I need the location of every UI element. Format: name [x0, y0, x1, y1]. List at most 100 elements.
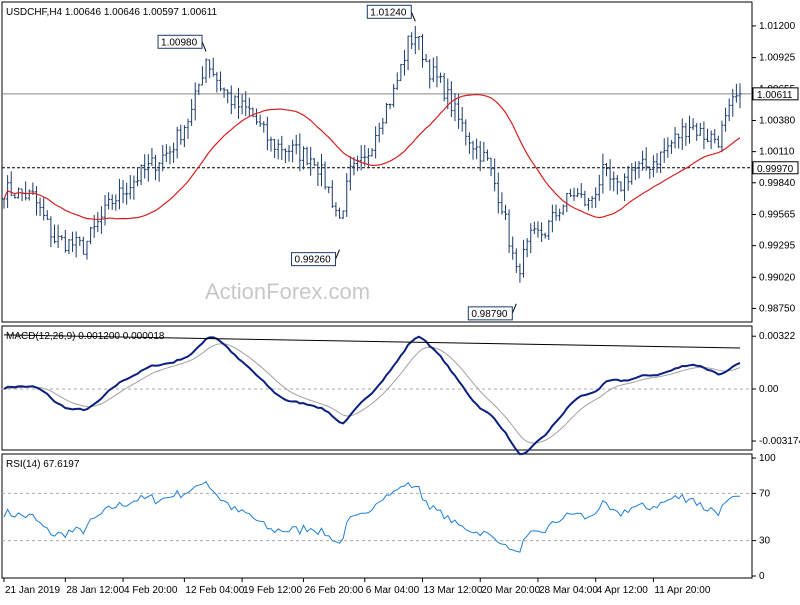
price-bar	[78, 236, 82, 246]
price-bar	[121, 180, 125, 204]
price-axis-label: 0.99840	[759, 178, 796, 189]
price-axis-label: 1.00110	[759, 147, 795, 158]
price-bar	[204, 58, 208, 83]
price-bar	[175, 126, 179, 159]
price-bar	[734, 83, 738, 103]
price-bar	[626, 165, 630, 191]
price-bar	[280, 135, 284, 160]
price-bar	[547, 219, 551, 241]
price-bar	[467, 132, 471, 154]
price-bar	[615, 175, 619, 195]
price-axis-label: 0.99020	[759, 272, 796, 283]
price-bar	[359, 145, 363, 171]
price-bar	[262, 121, 266, 133]
price-bar	[265, 116, 269, 151]
price-axis-label: 1.00925	[759, 53, 796, 64]
price-bar	[561, 204, 565, 215]
price-bar	[439, 72, 443, 83]
price-bar	[489, 157, 493, 177]
price-pane	[1, 1, 753, 323]
price-bar	[601, 153, 605, 194]
last-price-label: 1.00611	[757, 90, 793, 101]
price-annotation: 0.99260	[291, 249, 340, 267]
price-bar	[193, 82, 197, 121]
price-bar	[590, 195, 594, 209]
price-bar	[143, 154, 147, 179]
price-bar	[312, 158, 316, 166]
price-title: USDCHF,H4 1.00646 1.00646 1.00597 1.0061…	[6, 7, 218, 18]
price-bar	[460, 106, 464, 132]
annotation-leader	[335, 249, 340, 260]
price-bar	[135, 168, 139, 187]
price-bar	[172, 142, 176, 164]
price-bar	[518, 263, 522, 283]
price-bar	[327, 186, 331, 194]
price-bar	[641, 150, 645, 171]
price-bar	[319, 153, 323, 187]
macd-axis-label: 0.00322	[759, 331, 796, 342]
price-bar	[511, 236, 515, 260]
price-bar	[503, 204, 507, 221]
price-bar	[60, 234, 64, 241]
price-bar	[666, 137, 670, 158]
price-bar	[150, 147, 154, 167]
price-bar	[323, 161, 327, 190]
time-axis-label: 12 Feb 04:00	[185, 585, 244, 596]
price-bar	[680, 118, 684, 151]
price-axis-label: 0.99565	[759, 209, 796, 220]
price-bar	[586, 197, 590, 211]
price-bar	[146, 154, 150, 182]
price-bar	[731, 88, 735, 117]
price-bar	[211, 57, 215, 77]
price-bar	[727, 98, 731, 122]
price-bar	[71, 231, 75, 252]
price-bar	[309, 146, 313, 176]
price-bar	[431, 57, 435, 83]
price-bar	[128, 175, 132, 200]
price-bar	[42, 197, 46, 221]
price-bar	[435, 56, 439, 88]
price-bar	[594, 187, 598, 208]
price-bar	[637, 160, 641, 179]
price-bar	[669, 140, 673, 154]
watermark: ActionForex.com	[205, 279, 370, 304]
support-label: 0.99970	[757, 164, 794, 175]
price-bar	[139, 164, 143, 186]
price-bar	[655, 153, 659, 173]
price-bar	[49, 216, 53, 248]
annotation-label: 0.98790	[471, 309, 508, 320]
price-bar	[716, 135, 720, 148]
price-bar	[651, 155, 655, 178]
price-bar	[53, 224, 57, 244]
time-axis-label: 19 Feb 12:00	[243, 585, 302, 596]
price-bar	[659, 151, 663, 174]
price-bar	[125, 182, 129, 205]
annotation-box	[467, 306, 513, 321]
price-bar	[229, 85, 233, 115]
annotation-leader	[201, 41, 207, 52]
price-bar	[81, 236, 85, 255]
price-bar	[298, 133, 302, 172]
rsi-layer	[2, 480, 752, 553]
price-bar	[529, 223, 533, 254]
price-bar	[56, 224, 60, 249]
annotation-box	[157, 34, 203, 49]
price-axis-label: 0.99295	[759, 241, 796, 252]
price-bar	[684, 122, 688, 146]
price-bar	[525, 238, 529, 258]
price-bar	[168, 146, 172, 165]
price-bar	[478, 141, 482, 172]
price-bar	[381, 117, 385, 135]
price-bar	[34, 186, 38, 216]
rsi-axis-label: 100	[759, 453, 776, 464]
annotation-box	[366, 4, 412, 19]
time-axis-label: 26 Feb 20:00	[304, 585, 363, 596]
price-bar	[428, 59, 432, 89]
price-bar	[619, 181, 623, 192]
price-bar	[85, 240, 89, 260]
price-bar	[565, 192, 569, 213]
price-bar	[630, 163, 634, 185]
price-bar	[218, 71, 222, 92]
price-bar	[644, 147, 648, 171]
